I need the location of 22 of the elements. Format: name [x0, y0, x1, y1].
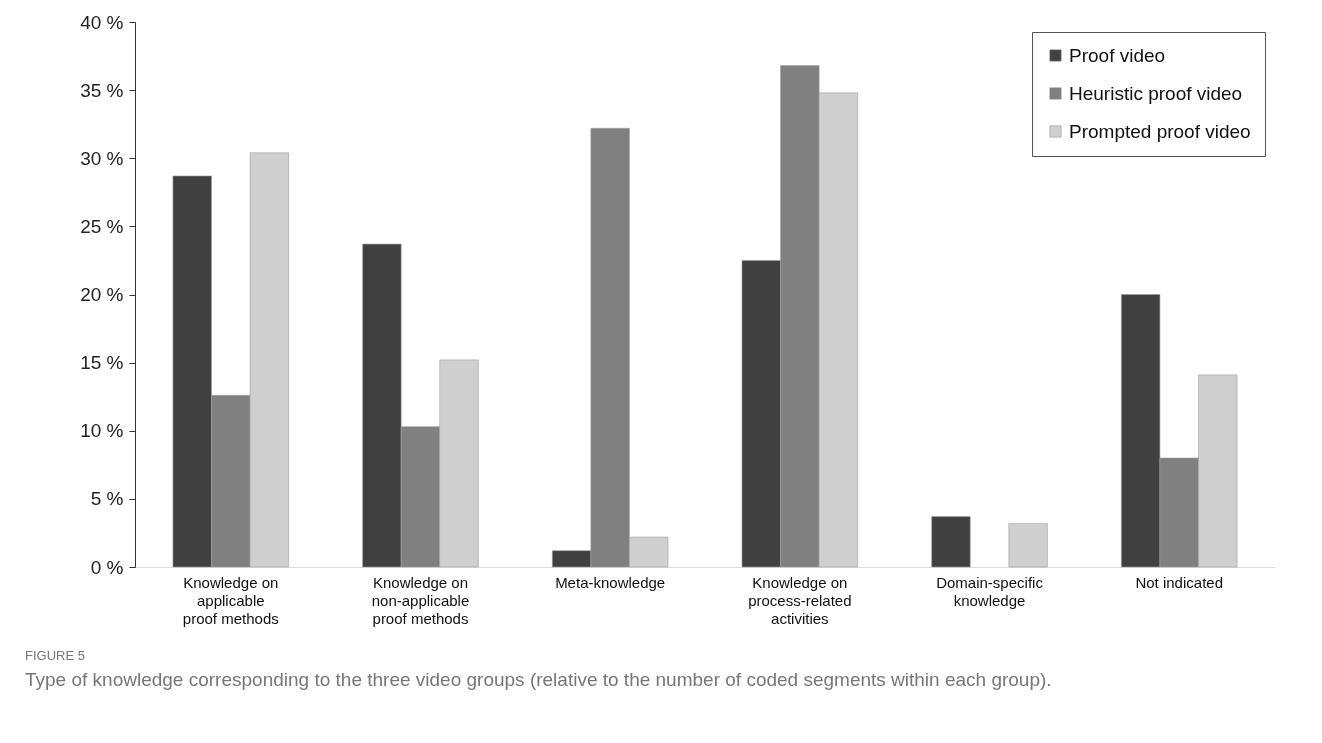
y-tick-label: 10 % — [80, 420, 124, 442]
x-tick-label: Domain-specific knowledge — [936, 573, 1044, 609]
y-tick-label: 30 % — [80, 147, 124, 169]
y-tick-label: 15 % — [80, 352, 124, 374]
bar — [931, 516, 971, 568]
legend-label: Prompted proof video — [1069, 120, 1251, 142]
x-tick-label: Knowledge on process-related activities — [748, 573, 852, 627]
bar — [1008, 523, 1048, 568]
legend-label: Proof video — [1069, 44, 1166, 66]
caption: FIGURE 5 — [25, 648, 85, 663]
y-tick-label: 35 % — [80, 79, 124, 101]
y-tick-label: 40 % — [80, 11, 124, 33]
x-tick-label: Not indicated — [1135, 573, 1223, 591]
y-tick-label: 0 % — [90, 556, 124, 578]
x-tick-label: Knowledge on non-applicable proof methods — [371, 573, 470, 627]
x-tick-label: Knowledge on applicable proof methods — [182, 573, 279, 627]
y-tick-label: 20 % — [80, 284, 124, 305]
x-tick-label: Meta-knowledge — [555, 573, 666, 591]
y-tick-label: 5 % — [90, 488, 124, 510]
text: Type of knowledge corresponding to the three video groups (relative to the number of coded segments within each group). — [25, 669, 1052, 690]
y-tick-label: 25 % — [80, 215, 124, 237]
legend-label: Heuristic proof video — [1069, 82, 1243, 104]
